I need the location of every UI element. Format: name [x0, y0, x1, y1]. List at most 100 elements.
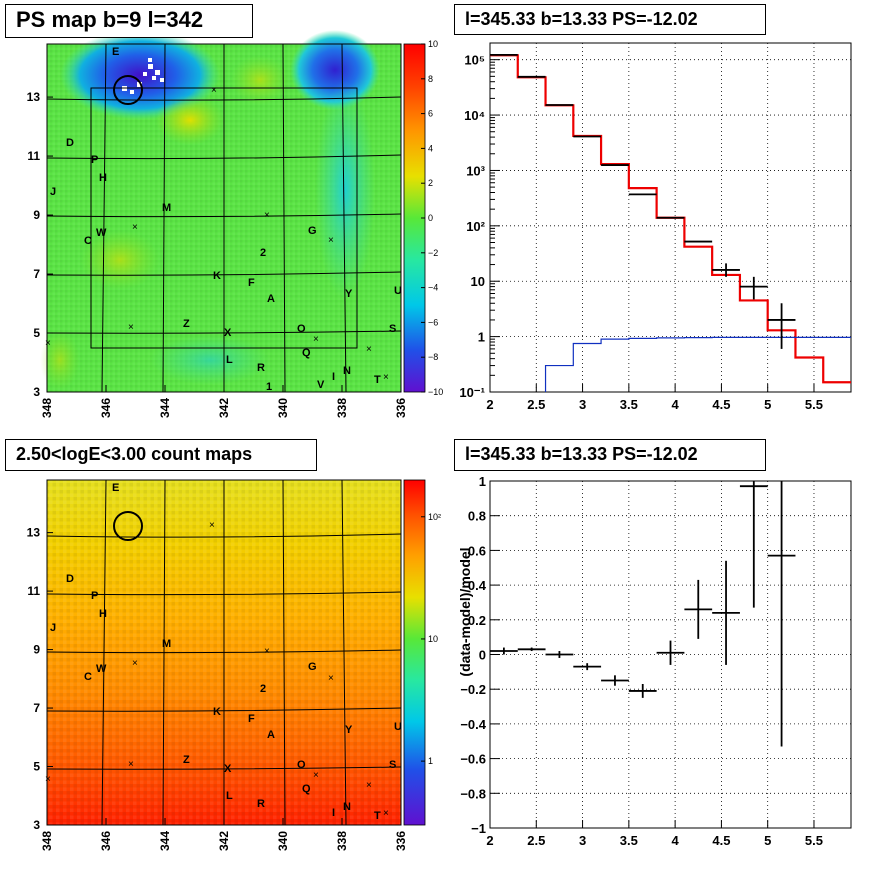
ps-map-warm-spot-1 — [155, 95, 225, 145]
source-label: T — [374, 374, 381, 386]
source-label: Q — [302, 783, 311, 795]
source-label: K — [213, 706, 221, 718]
y-tick-label: −0.4 — [460, 717, 486, 732]
x-tick-label: 348 — [40, 831, 54, 851]
source-label: O — [297, 759, 306, 771]
colorbar-tick-label: 8 — [428, 74, 433, 84]
ps-map-grid — [46, 43, 402, 393]
source-label: S — [389, 759, 396, 771]
residual-point — [628, 683, 657, 698]
source-label: F — [248, 277, 255, 289]
y-tick-label: 0.2 — [468, 613, 486, 628]
source-label: Y — [345, 724, 353, 736]
y-tick-label: 10² — [466, 219, 485, 234]
residual-point — [545, 651, 574, 658]
y-tick-label: 5 — [33, 760, 40, 774]
source-label: R — [257, 798, 265, 810]
x-tick-label: 4.5 — [712, 833, 730, 848]
source-label: K — [213, 270, 221, 282]
x-tick-label: 336 — [394, 398, 408, 418]
source-label: L — [226, 790, 233, 802]
ps-map-title: PS map b=9 l=342 — [5, 4, 253, 38]
y-tick-label: 1 — [478, 330, 485, 345]
y-tick-label: 0.4 — [468, 578, 487, 593]
x-tick-label: 348 — [40, 398, 54, 418]
source-label: V — [317, 379, 325, 391]
residual-point — [490, 647, 518, 655]
colorbar-tick-label: 0 — [428, 213, 433, 223]
colorbar-tick-label: 1 — [428, 756, 433, 766]
colorbar-tick-label: 6 — [428, 109, 433, 119]
ps-map-warm-spot-2 — [80, 230, 160, 290]
source-label: O — [297, 323, 306, 335]
x-tick-label: 346 — [99, 398, 113, 418]
colorbar-tick-label: −8 — [428, 352, 438, 362]
y-tick-label: −0.8 — [460, 786, 486, 801]
y-tick-label: 10⁻¹ — [459, 385, 485, 400]
ps-map-xmarks: × × × × × × × × × — [45, 85, 389, 383]
count-map-title: 2.50<logE<3.00 count maps — [5, 439, 317, 471]
ps-map-source-labels: E D PH J M CW G 2 K FA Y U Z X O S Q L R NIV T 1 — [50, 46, 402, 393]
data-point — [739, 276, 768, 300]
y-tick-label: 10⁵ — [464, 53, 485, 68]
colorbar-tick-label: −2 — [428, 248, 438, 258]
svg-text:×: × — [128, 322, 134, 333]
y-tick-label: 9 — [33, 643, 40, 657]
y-tick-label: 11 — [27, 584, 40, 598]
source-label: C — [84, 671, 92, 683]
x-tick-label: 2 — [486, 833, 493, 848]
y-tick-label: 0.6 — [468, 543, 486, 558]
residual-y-axis-label: (data-model)/model — [457, 547, 473, 676]
y-tick-label: 0 — [479, 648, 486, 663]
y-tick-label: 13 — [27, 90, 41, 104]
count-map-colorbar — [403, 479, 426, 826]
svg-text:×: × — [328, 673, 334, 684]
x-tick-label: 5 — [764, 397, 771, 412]
count-map-xmarks: × × × × × × × × × — [45, 520, 389, 819]
colorbar-tick-label: 10² — [428, 512, 441, 522]
residual-title: l=345.33 b=13.33 PS=-12.02 — [454, 439, 766, 471]
source-label: W — [96, 663, 107, 675]
svg-text:×: × — [313, 334, 319, 345]
source-label: M — [162, 202, 171, 214]
data-point — [767, 303, 796, 349]
svg-text:×: × — [264, 646, 270, 657]
spectrum-title: l=345.33 b=13.33 PS=-12.02 — [454, 4, 766, 35]
svg-text:×: × — [211, 85, 217, 96]
y-tick-label: 13 — [27, 526, 41, 540]
count-map-colorbar-ticks: 10² 10 1 — [421, 512, 441, 766]
y-tick-label: 11 — [27, 149, 40, 163]
count-map-target-circle — [113, 511, 143, 541]
source-label: C — [84, 235, 92, 247]
y-tick-label: 10⁴ — [464, 108, 485, 123]
residual-point — [684, 579, 713, 639]
x-tick-label: 342 — [217, 398, 231, 418]
y-tick-label: 1 — [479, 474, 486, 489]
residual-grid — [490, 481, 851, 828]
x-tick-label: 5.5 — [805, 397, 823, 412]
ps-map-panel: E D PH J M CW G 2 K FA Y U Z X O S Q L R NIV T 1 × × × × × × × × × … — [27, 30, 443, 418]
x-tick-label: 3 — [579, 833, 586, 848]
x-tick-label: 3.5 — [620, 833, 638, 848]
residual-point — [712, 560, 740, 665]
x-tick-label: 5.5 — [805, 833, 823, 848]
y-tick-label: −1 — [471, 821, 486, 836]
colorbar-tick-label: −6 — [428, 317, 438, 327]
source-label: X — [224, 327, 232, 339]
spectrum-panel: 2 2.5 3 3.5 4 4.5 5 5.5 10⁻¹ 1 10 10² 10³ 10⁴ 10⁵ — [459, 42, 852, 412]
residual-panel: 2 2.5 3 3.5 4 4.5 5 5.5 −1 −0.8 −0.6 −0.4 −0.2 0 0.2 0.… — [457, 474, 852, 848]
source-label: X — [224, 763, 232, 775]
y-tick-label: 3 — [33, 385, 40, 399]
y-tick-label: 3 — [33, 818, 40, 832]
source-label: S — [389, 323, 396, 335]
y-tick-label: 9 — [33, 208, 40, 222]
source-label: R — [257, 362, 265, 374]
count-map-x-axis: 348 346 344 342 340 338 336 — [40, 818, 408, 851]
source-label: Y — [345, 288, 353, 300]
x-tick-label: 4 — [672, 833, 680, 848]
source-label: A — [267, 293, 275, 305]
x-tick-label: 342 — [217, 831, 231, 851]
source-label: A — [267, 729, 275, 741]
source-label: 2 — [260, 683, 266, 695]
